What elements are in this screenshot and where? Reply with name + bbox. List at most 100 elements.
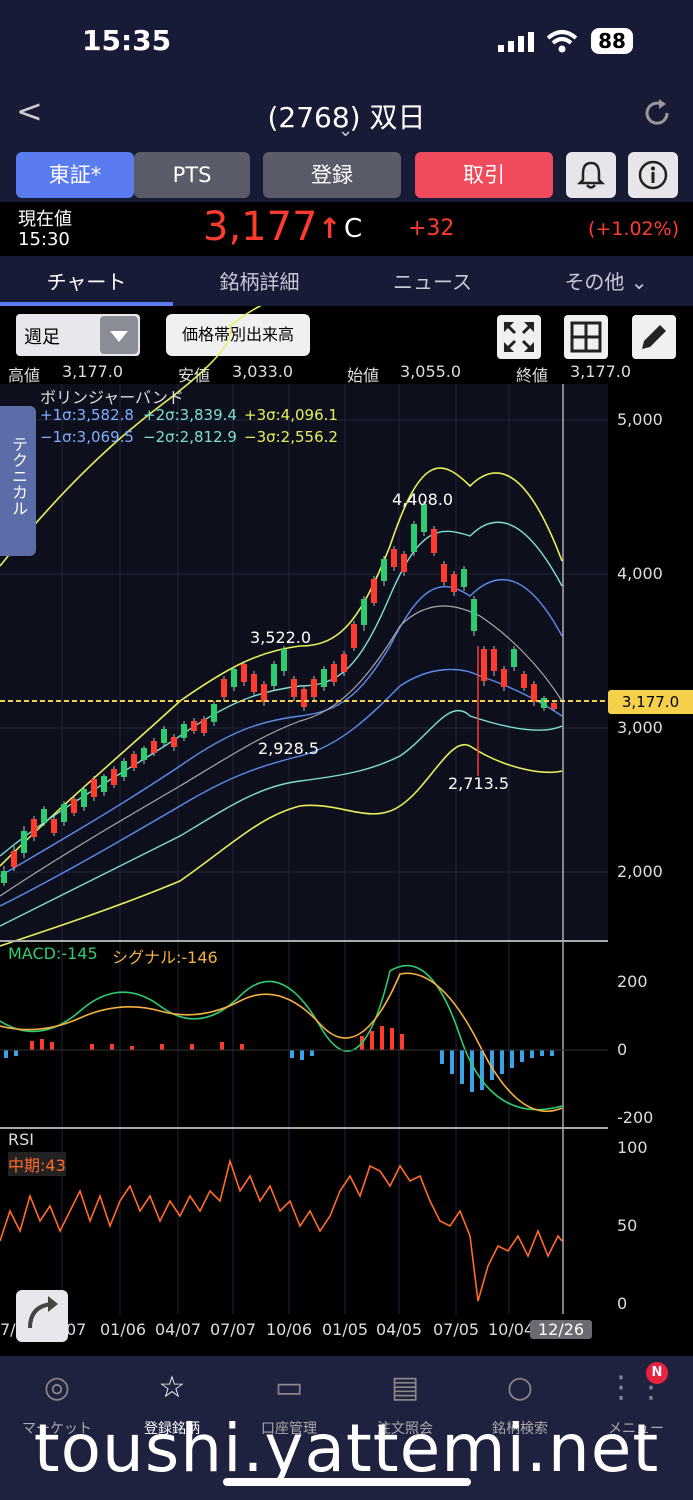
price-tick: 3,000 [617,718,663,737]
x-axis: 7/0 07 01/06 04/07 07/07 10/06 01/05 04/… [0,1320,693,1344]
card-icon[interactable]: ▭ [274,1370,304,1405]
draw-button[interactable] [632,315,676,359]
tab-chart[interactable]: チャート [46,270,127,294]
macd-label: MACD:-145 [8,944,98,963]
macd-tick: 0 [617,1040,628,1059]
market-tse-button[interactable]: 東証* [16,152,134,198]
macd-tick: -200 [617,1108,654,1127]
rsi-line [0,1158,563,1302]
close-flag: C [344,214,363,244]
nav-market[interactable]: マーケット [22,1421,92,1437]
notification-badge: N [646,1362,668,1384]
x-tick: 07/05 [433,1320,480,1339]
high-label: 高値 [8,366,41,385]
bollinger-m1: −1σ:3,069.5 [40,428,134,446]
info-button[interactable] [628,152,678,198]
rsi-tick: 0 [617,1294,628,1313]
open-value: 3,055.0 [400,362,462,381]
register-button[interactable]: 登録 [263,152,401,198]
bell-icon [576,161,606,189]
menu-grid-icon[interactable]: ⋮⋮ [606,1370,666,1405]
volume-profile-button[interactable]: 価格帯別出来高 [166,314,310,356]
watermark: toushi.yattemi.net [33,1410,660,1487]
x-tick: 01/06 [100,1320,147,1339]
expand-icon [504,322,534,352]
nav-orders[interactable]: 注文照会 [377,1421,433,1437]
header: < (2768) 双日 ⌄ [0,80,693,146]
trade-button[interactable]: 取引 [415,152,553,198]
technical-side-tab[interactable]: テクニカル [0,406,36,556]
star-icon[interactable]: ☆ [158,1370,186,1405]
bottom-nav: ◎ マーケット ☆ 登録銘柄 ▭ 口座管理 ▤ 注文照会 ○ 銘柄検索 ⋮⋮ メ… [0,1356,693,1500]
x-tick: 04/07 [155,1320,202,1339]
x-tick: 01/05 [322,1320,369,1339]
globe-icon[interactable]: ◎ [43,1370,71,1405]
close-value: 3,177.0 [570,362,632,381]
x-cursor-tick: 12/26 [530,1320,593,1339]
nav-watchlist[interactable]: 登録銘柄 [144,1421,200,1437]
nav-search[interactable]: 銘柄検索 [492,1421,548,1437]
rsi-mid-label: 中期:43 [8,1152,66,1176]
high-value: 3,177.0 [62,362,124,381]
price-change: +32 [408,216,455,241]
fullscreen-button[interactable] [497,315,541,359]
search-icon[interactable]: ○ [506,1370,534,1405]
grid-icon [570,321,602,353]
signal-icon [498,32,534,52]
bollinger-p1: +1σ:3,582.8 [40,406,134,424]
annotation-trough: 2,928.5 [258,739,320,758]
x-tick: 04/05 [376,1320,423,1339]
pencil-icon [642,325,666,349]
rotate-icon [28,1296,58,1329]
open-label: 始値 [347,366,380,385]
info-icon [638,160,668,190]
price-label: 現在値 [18,209,72,230]
tab-bar: チャート 銘柄詳細 ニュース その他 ⌄ [0,256,693,306]
rsi-tick: 50 [617,1216,638,1235]
rotate-button[interactable] [16,1290,68,1342]
refresh-icon[interactable] [642,98,672,128]
x-tick: 07/07 [210,1320,257,1339]
tab-more[interactable]: その他 ⌄ [564,270,648,294]
home-indicator [223,1478,471,1486]
candlestick-chart [0,306,608,1314]
battery-icon: 88 [591,28,633,54]
tab-detail[interactable]: 銘柄詳細 [219,270,300,294]
technical-side-label: テクニカル [9,436,28,516]
price-tick: 4,000 [617,564,663,583]
page-title[interactable]: (2768) 双日 [267,101,426,134]
bollinger-p2: +2σ:3,839.4 [143,406,237,424]
low-value: 3,033.0 [232,362,294,381]
bollinger-m2: −2σ:2,812.9 [143,428,237,446]
x-tick: 07 [66,1320,87,1339]
current-price: 3,177 [203,204,318,250]
layout-button[interactable] [564,315,608,359]
alert-button[interactable] [566,152,616,198]
quote-row: 現在値 15:30 3,177 ↑ C +32 (+1.02%) [0,202,693,256]
document-icon[interactable]: ▤ [390,1370,420,1405]
macd-signal-label: シグナル:-146 [112,948,218,967]
annotation-high: 4,408.0 [392,490,454,509]
chevron-down-icon [100,316,138,354]
rsi-tick: 100 [617,1138,648,1157]
market-pts-button[interactable]: PTS [134,152,250,198]
nav-menu[interactable]: メニュー [608,1421,664,1437]
wifi-icon [546,30,578,53]
back-button[interactable]: < [16,92,43,130]
price-change-pct: (+1.02%) [588,218,680,240]
price-tick: 5,000 [617,410,663,429]
nav-account[interactable]: 口座管理 [261,1421,317,1437]
bollinger-p3: +3σ:4,096.1 [244,406,338,424]
period-select[interactable]: 週足 [16,314,140,356]
annotation-low: 2,713.5 [448,774,510,793]
candles [1,501,557,886]
tab-news[interactable]: ニュース [393,270,472,294]
chart-area[interactable]: 週足 価格帯別出来高 高値 3,177.0 安値 3,033.0 始値 3,05… [0,306,693,1356]
price-time: 15:30 [18,229,70,250]
current-price-tag: 3,177.0 [608,690,693,714]
price-tick: 2,000 [617,862,663,881]
bollinger-m3: −3σ:2,556.2 [244,428,338,446]
chevron-down-icon: ⌄ [338,120,354,141]
macd-histogram [0,964,608,1113]
up-arrow-icon: ↑ [318,212,342,245]
